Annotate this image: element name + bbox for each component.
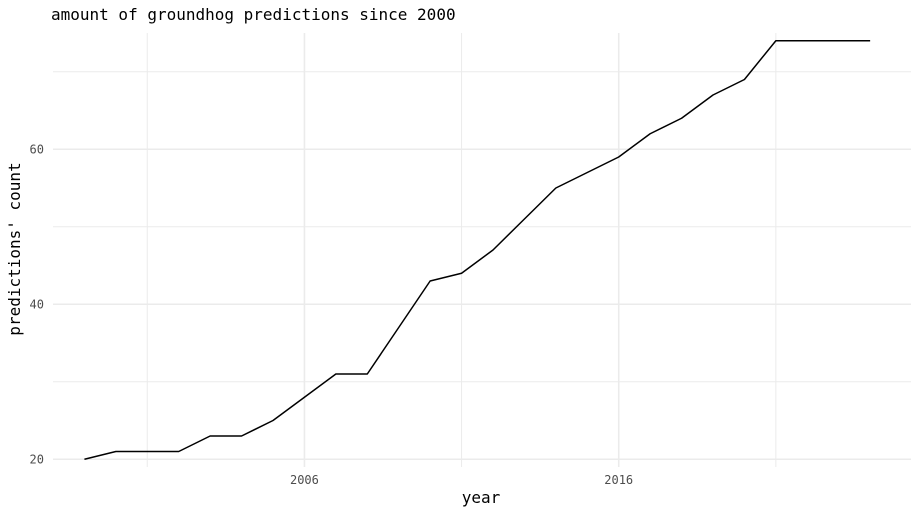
y-tick-label: 40 <box>30 297 44 311</box>
x-axis-title: year <box>462 488 501 507</box>
y-tick-label: 60 <box>30 142 44 156</box>
y-tick-label: 20 <box>30 452 44 466</box>
y-axis-title: predictions' count <box>5 162 24 335</box>
series-line <box>84 40 871 460</box>
tick-labels: 2006 2016 20 40 60 <box>30 142 634 487</box>
x-tick-label: 2006 <box>290 473 319 487</box>
x-tick-label: 2016 <box>604 473 633 487</box>
grid <box>53 33 911 467</box>
chart-title: amount of groundhog predictions since 20… <box>51 5 456 24</box>
series-layer <box>84 40 871 460</box>
